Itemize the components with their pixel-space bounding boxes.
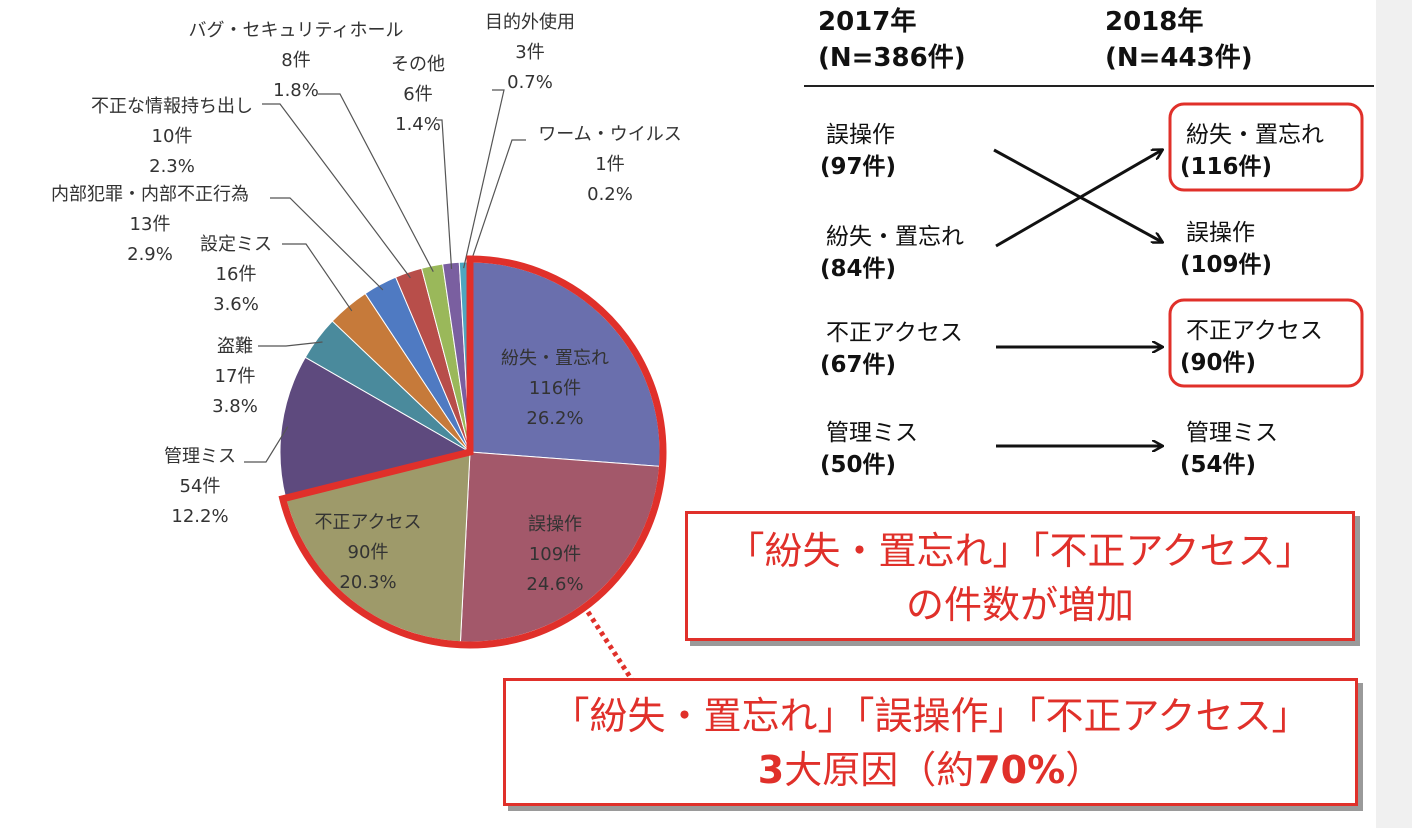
pie-label-name-bug: バグ・セキュリティホール	[189, 20, 404, 41]
pie-label-count-other: 6件	[403, 84, 432, 105]
callout-top3: 「紛失・置忘れ」「誤操作」「不正アクセス」 3大原因（約70%）	[503, 678, 1358, 806]
right-item-count: (54件)	[1180, 452, 1256, 478]
pie-leader-bug	[318, 93, 434, 272]
right-item-count: (90件)	[1180, 350, 1256, 376]
pie-leader-config-error	[282, 243, 353, 312]
left-item-name: 管理ミス	[826, 420, 918, 446]
pie-leader-mgmt-error	[244, 426, 289, 463]
left-item-count: (67件)	[820, 352, 896, 378]
pie-label-name-other: その他	[391, 54, 445, 75]
pie-label-name-misuse: 目的外使用	[485, 12, 575, 33]
pie-label-pct-config-error: 3.6%	[213, 294, 259, 315]
pie-label-pct-theft: 3.8%	[212, 396, 258, 417]
pie-label-pct-other: 1.4%	[395, 114, 441, 135]
pie-leader-insider	[270, 197, 384, 291]
right-item-count: (116件)	[1180, 154, 1272, 180]
pie-leader-lines	[244, 89, 526, 463]
pie-label-count-misuse: 3件	[515, 42, 544, 63]
left-item-count: (84件)	[820, 256, 896, 282]
pie-label-count-loss: 116件	[529, 378, 581, 399]
pie-label-count-unauthorized: 90件	[348, 542, 389, 563]
pie-label-name-worm: ワーム・ウイルス	[538, 124, 681, 145]
callout-top3-line2: 3大原因（約70%）	[506, 743, 1355, 797]
right-item-count: (109件)	[1180, 252, 1272, 278]
pie-slices	[279, 261, 661, 643]
header-2018-title: 2018年	[1105, 6, 1203, 37]
header-2017-title: 2017年	[818, 6, 916, 37]
callout-top3-line1: 「紛失・置忘れ」「誤操作」「不正アクセス」	[551, 694, 1310, 738]
callout-increase-line1: 「紛失・置忘れ」「不正アクセス」	[726, 529, 1314, 573]
pie-label-pct-bug: 1.8%	[273, 80, 319, 101]
pie-label-pct-mgmt-error: 12.2%	[171, 506, 228, 527]
pie-label-count-misop: 109件	[529, 544, 581, 565]
pie-label-name-insider: 内部犯罪・内部不正行為	[51, 184, 249, 205]
pie-label-pct-leak: 2.3%	[149, 156, 195, 177]
pie-leader-worm	[468, 139, 526, 269]
arrow-misop-to-misop	[993, 148, 1162, 242]
left-item-name: 紛失・置忘れ	[826, 224, 964, 250]
right-edge-bar	[1376, 0, 1412, 828]
pie-label-count-bug: 8件	[281, 50, 310, 71]
highlight-box-unauthorized	[1168, 298, 1364, 388]
callout-top3-pct: 70%	[974, 748, 1066, 792]
pie-leader-leak	[262, 103, 411, 279]
pie-leader-theft	[258, 341, 323, 347]
pie-label-count-insider: 13件	[130, 214, 171, 235]
pie-label-name-mgmt-error: 管理ミス	[164, 446, 236, 467]
pie-label-pct-misop: 24.6%	[526, 574, 583, 595]
arrow-loss-to-loss	[995, 150, 1162, 248]
callout-increase: 「紛失・置忘れ」「不正アクセス」 の件数が増加	[685, 511, 1355, 641]
callout-top3-suffix: ）	[1065, 748, 1104, 792]
right-item-name: 誤操作	[1186, 220, 1255, 246]
header-2017-n: (N=386件)	[818, 43, 966, 73]
callout-top3-mid: 大原因（約	[784, 748, 975, 792]
callout-connector	[585, 610, 635, 682]
pie-label-pct-loss: 26.2%	[526, 408, 583, 429]
pie-label-name-loss: 紛失・置忘れ	[501, 348, 609, 369]
pie-label-count-leak: 10件	[152, 126, 193, 147]
pie-label-count-theft: 17件	[215, 366, 256, 387]
pie-label-name-misop: 誤操作	[528, 514, 582, 535]
pie-labels: 紛失・置忘れ 116件 26.2% 誤操作 109件 24.6% 不正アクセス 90件 20.3…	[51, 12, 682, 595]
callout-increase-line2: の件数が増加	[905, 583, 1134, 627]
pie-label-name-config-error: 設定ミス	[200, 234, 272, 255]
pie-label-pct-unauthorized: 20.3%	[339, 572, 396, 593]
pie-label-count-mgmt-error: 54件	[180, 476, 221, 497]
pie-label-name-leak: 不正な情報持ち出し	[91, 96, 253, 117]
callout-top3-number: 3	[757, 748, 785, 792]
pie-label-count-worm: 1件	[595, 154, 624, 175]
pie-label-name-unauthorized: 不正アクセス	[314, 512, 421, 533]
pie-label-count-config-error: 16件	[216, 264, 257, 285]
pie-leader-other	[436, 119, 453, 269]
top3-highlight-outline	[278, 255, 667, 649]
pie-label-pct-misuse: 0.7%	[507, 72, 553, 93]
left-item-count: (50件)	[820, 452, 896, 478]
highlight-box-loss	[1168, 102, 1364, 192]
left-item-count: (97件)	[820, 154, 896, 180]
pie-leader-misuse	[463, 89, 505, 269]
left-item-name: 不正アクセス	[826, 320, 963, 346]
right-item-name: 紛失・置忘れ	[1186, 122, 1324, 148]
right-item-name: 管理ミス	[1186, 420, 1278, 446]
pie-label-name-theft: 盗難	[217, 336, 253, 357]
left-item-name: 誤操作	[826, 122, 895, 148]
header-2018-n: (N=443件)	[1105, 43, 1253, 73]
right-item-name: 不正アクセス	[1186, 318, 1323, 344]
pie-label-pct-worm: 0.2%	[587, 184, 633, 205]
pie-label-pct-insider: 2.9%	[127, 244, 173, 265]
